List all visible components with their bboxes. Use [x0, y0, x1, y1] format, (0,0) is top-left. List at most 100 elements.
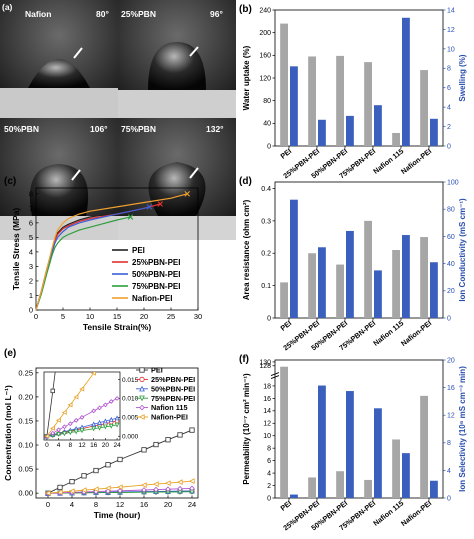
- data-point: [57, 490, 63, 497]
- x-tick-label: 4: [70, 500, 74, 509]
- data-point: [102, 424, 108, 430]
- data-point: [62, 428, 67, 434]
- data-point: [69, 490, 75, 497]
- sample-label-75pbn: 75%PBN: [121, 124, 156, 134]
- data-point: [50, 388, 55, 394]
- data-point: [105, 490, 111, 496]
- bar-swelling: [374, 105, 382, 146]
- y2-tick-label: 0: [447, 143, 451, 150]
- data-point: [153, 488, 159, 495]
- droplet-image: [118, 118, 236, 240]
- data-point: [44, 434, 50, 439]
- data-point: [50, 432, 55, 438]
- y2-tick-label: 4: [447, 105, 451, 112]
- data-point: [93, 490, 99, 496]
- bar-permeability: [420, 395, 428, 498]
- y-tick-label: 14: [263, 408, 271, 415]
- data-point: [67, 402, 73, 408]
- y2-tick-label: 10: [447, 46, 455, 53]
- data-point: [176, 479, 183, 486]
- data-point: [69, 257, 73, 261]
- data-point: [104, 356, 108, 360]
- droplet-image: [0, 0, 118, 118]
- data-point: [139, 395, 145, 402]
- data-point: [140, 482, 147, 488]
- data-point: [79, 414, 85, 420]
- data-point: [56, 489, 63, 496]
- data-point: [152, 481, 159, 487]
- series-line-25%pbn-pei: [47, 490, 193, 494]
- x-tick-label: 25%PBN-PEI: [281, 146, 321, 180]
- panel-letter: (d): [239, 176, 252, 187]
- legend-label: 25%PBN-PEI: [132, 258, 180, 267]
- data-point: [68, 488, 75, 495]
- y-tick-label: 0: [267, 143, 271, 150]
- panel-letter-a: (a): [2, 2, 13, 12]
- data-point: [81, 490, 87, 496]
- y-tick-label: 0.25: [18, 368, 33, 377]
- data-point: [105, 462, 111, 468]
- data-point: [45, 490, 51, 496]
- data-point: [62, 431, 67, 437]
- bar-water-uptake: [420, 70, 428, 146]
- y2-tick-label: 8: [447, 440, 451, 447]
- inset-x-tick-label: 24: [113, 442, 121, 449]
- data-point: [44, 490, 51, 497]
- x-tick-label: 30: [194, 312, 202, 321]
- data-point: [188, 478, 195, 484]
- inset-line: [46, 398, 118, 437]
- data-point: [117, 488, 123, 494]
- data-point: [114, 422, 120, 428]
- contact-angle-photo-nafion: [0, 0, 118, 118]
- data-point: [44, 433, 50, 439]
- data-point: [177, 489, 183, 495]
- x-axis-label: Time (hour): [94, 510, 141, 520]
- chart-permeability: (f)PEI25%PBN-PEI50%PBN-PEI75%PBN-PEINafi…: [239, 354, 467, 532]
- bar-permeability: [308, 477, 316, 498]
- data-point: [139, 385, 145, 392]
- x-tick-label: 25%PBN-PEI: [281, 498, 321, 532]
- droplet-image: [118, 0, 236, 118]
- y2-tick-label: 20: [447, 357, 455, 364]
- data-point: [57, 489, 63, 496]
- y-tick-label: 3: [29, 262, 33, 271]
- data-point: [177, 432, 183, 438]
- plot-frame: [274, 9, 444, 147]
- y-tick-label: 130: [259, 359, 271, 366]
- data-point: [79, 428, 85, 434]
- y-tick-label: 160: [259, 53, 271, 60]
- series-line-nafion-115: [47, 487, 193, 494]
- data-point: [114, 418, 120, 424]
- data-point: [153, 441, 159, 448]
- y2-tick-label: 40: [447, 261, 455, 268]
- data-point: [177, 487, 183, 494]
- data-point: [103, 421, 108, 426]
- angle-label-75pbn: 132°: [206, 124, 224, 134]
- data-point: [73, 425, 79, 431]
- bar-water-uptake: [280, 23, 288, 147]
- panel-letter: (b): [239, 4, 252, 15]
- plot-frame: [274, 359, 444, 499]
- data-point: [117, 489, 123, 495]
- y-tick-label: 8: [267, 446, 271, 453]
- y-tick-label: 80: [263, 98, 271, 105]
- data-point: [97, 405, 102, 411]
- series-line-pei: [47, 429, 193, 494]
- bar-permeability: [364, 479, 372, 498]
- data-point: [67, 430, 73, 436]
- chart-area-resistance: (d)PEI25%PBN-PEI50%PBN-PEI75%PBN-PEINafi…: [239, 176, 467, 352]
- y-tick-label: 240: [259, 7, 271, 14]
- y-tick-label: 0.15: [18, 416, 33, 425]
- series-line-75%pbn-pei: [47, 491, 193, 494]
- y2-axis-label: Ion Conductivity (mS cm⁻¹): [458, 198, 467, 302]
- legend-label: PEI: [132, 246, 145, 255]
- y-tick-label: 2: [29, 276, 33, 285]
- data-point: [56, 431, 61, 436]
- data-point: [97, 425, 102, 431]
- y2-axis-label: Swelling (%): [458, 54, 467, 101]
- data-point: [117, 456, 123, 463]
- angle-label-50pbn: 106°: [90, 124, 108, 134]
- y-tick-label: 0.4: [261, 186, 271, 193]
- sample-label-nafion: Nafion: [25, 9, 52, 19]
- data-point: [153, 489, 159, 496]
